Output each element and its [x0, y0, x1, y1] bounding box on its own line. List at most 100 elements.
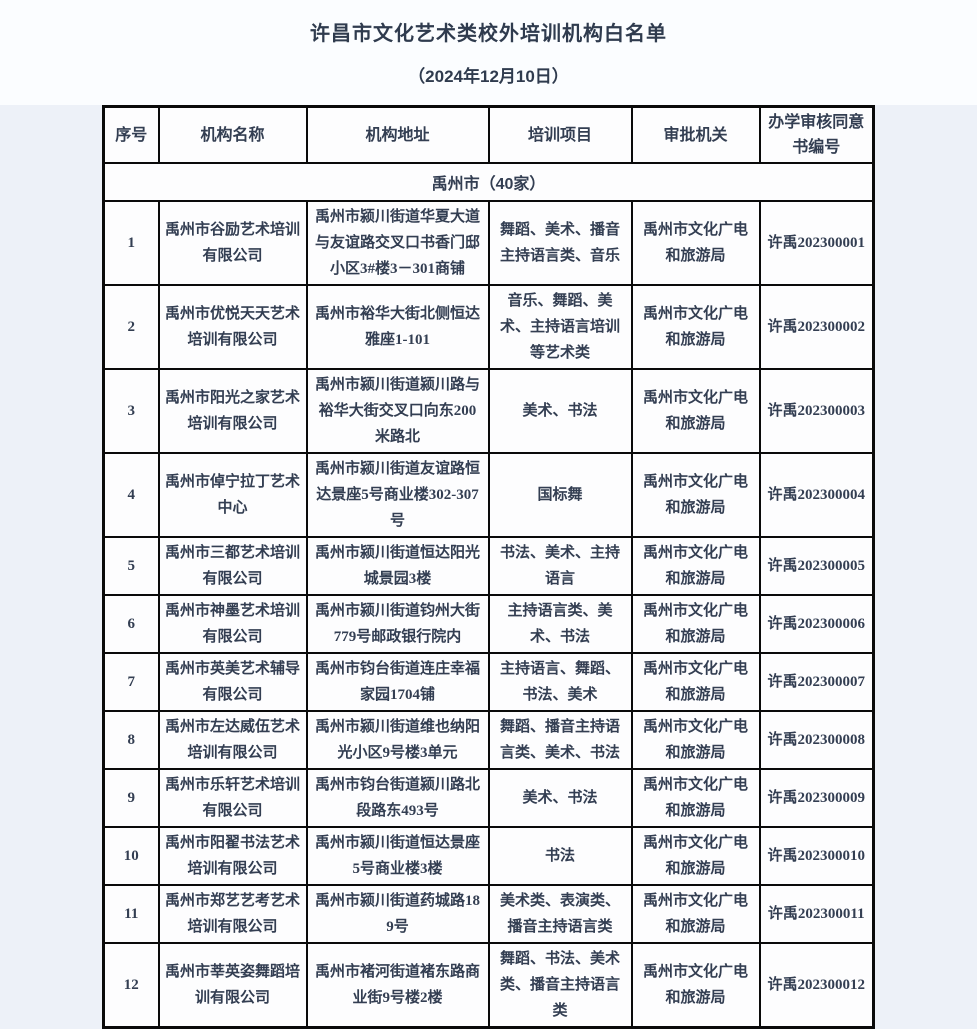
cell-authority: 禹州市文化广电和旅游局: [630, 884, 761, 944]
cell-address: 禹州市颍川街道友谊路恒达景座5号商业楼302-307号: [305, 452, 490, 538]
cell-address: 禹州市钧台街道颍川路北段路东493号: [305, 768, 490, 828]
cell-name: 禹州市神墨艺术培训有限公司: [157, 594, 308, 654]
table-row: 5 禹州市三都艺术培训有限公司 禹州市颍川街道恒达阳光城景园3楼 书法、美术、主…: [102, 536, 875, 596]
cell-authority: 禹州市文化广电和旅游局: [630, 710, 761, 770]
col-header-license: 办学审核同意书编号: [758, 105, 875, 164]
cell-address: 禹州市颍川街道维也纳阳光小区9号楼3单元: [305, 710, 490, 770]
cell-license: 许禹202300005: [758, 536, 875, 596]
cell-authority: 禹州市文化广电和旅游局: [630, 826, 761, 886]
col-header-address: 机构地址: [305, 105, 490, 164]
cell-programs: 美术、书法: [487, 368, 633, 454]
header-row: 序号 机构名称 机构地址 培训项目 审批机关 办学审核同意书编号: [102, 105, 875, 164]
cell-name: 禹州市阳翟书法艺术培训有限公司: [157, 826, 308, 886]
cell-authority: 禹州市文化广电和旅游局: [630, 284, 761, 370]
cell-name: 禹州市谷励艺术培训有限公司: [157, 200, 308, 286]
cell-programs: 主持语言类、美术、书法: [487, 594, 633, 654]
cell-authority: 禹州市文化广电和旅游局: [630, 768, 761, 828]
table-row: 12 禹州市莘英姿舞蹈培训有限公司 禹州市褚河街道褚东路商业街9号楼2楼 舞蹈、…: [102, 942, 875, 1029]
cell-programs: 国标舞: [487, 452, 633, 538]
cell-address: 禹州市颍川街道恒达景座5号商业楼3楼: [305, 826, 490, 886]
cell-programs: 书法: [487, 826, 633, 886]
cell-name: 禹州市英美艺术辅导有限公司: [157, 652, 308, 712]
cell-seq: 1: [102, 200, 160, 286]
cell-seq: 4: [102, 452, 160, 538]
cell-programs: 舞蹈、书法、美术类、播音主持语言类: [487, 942, 633, 1029]
cell-authority: 禹州市文化广电和旅游局: [630, 594, 761, 654]
cell-name: 禹州市优悦天天艺术培训有限公司: [157, 284, 308, 370]
cell-address: 禹州市颍川街道药城路189号: [305, 884, 490, 944]
cell-license: 许禹202300009: [758, 768, 875, 828]
cell-address: 禹州市颍川街道颍川路与裕华大街交叉口向东200米路北: [305, 368, 490, 454]
table-row: 3 禹州市阳光之家艺术培训有限公司 禹州市颍川街道颍川路与裕华大街交叉口向东20…: [102, 368, 875, 454]
cell-license: 许禹202300011: [758, 884, 875, 944]
cell-address: 禹州市颍川街道钧州大街779号邮政银行院内: [305, 594, 490, 654]
cell-seq: 12: [102, 942, 160, 1029]
cell-name: 禹州市郑艺艺考艺术培训有限公司: [157, 884, 308, 944]
cell-license: 许禹202300007: [758, 652, 875, 712]
cell-seq: 11: [102, 884, 160, 944]
col-header-seq: 序号: [102, 105, 160, 164]
cell-programs: 舞蹈、播音主持语言类、美术、书法: [487, 710, 633, 770]
table-row: 9 禹州市乐轩艺术培训有限公司 禹州市钧台街道颍川路北段路东493号 美术、书法…: [102, 768, 875, 828]
cell-license: 许禹202300003: [758, 368, 875, 454]
cell-seq: 8: [102, 710, 160, 770]
cell-seq: 6: [102, 594, 160, 654]
cell-address: 禹州市颍川街道华夏大道与友谊路交叉口书香门邸小区3#楼3－301商铺: [305, 200, 490, 286]
cell-name: 禹州市莘英姿舞蹈培训有限公司: [157, 942, 308, 1029]
cell-license: 许禹202300012: [758, 942, 875, 1029]
cell-seq: 3: [102, 368, 160, 454]
table-row: 2 禹州市优悦天天艺术培训有限公司 禹州市裕华大街北侧恒达雅座1-101 音乐、…: [102, 284, 875, 370]
cell-authority: 禹州市文化广电和旅游局: [630, 942, 761, 1029]
cell-address: 禹州市褚河街道褚东路商业街9号楼2楼: [305, 942, 490, 1029]
cell-address: 禹州市颍川街道恒达阳光城景园3楼: [305, 536, 490, 596]
cell-license: 许禹202300004: [758, 452, 875, 538]
table-row: 7 禹州市英美艺术辅导有限公司 禹州市钧台街道连庄幸福家园1704铺 主持语言、…: [102, 652, 875, 712]
section-row: 禹州市（40家）: [102, 162, 875, 202]
whitelist-table: 序号 机构名称 机构地址 培训项目 审批机关 办学审核同意书编号 禹州市（40家…: [102, 105, 875, 1029]
cell-address: 禹州市钧台街道连庄幸福家园1704铺: [305, 652, 490, 712]
table-body: 1 禹州市谷励艺术培训有限公司 禹州市颍川街道华夏大道与友谊路交叉口书香门邸小区…: [102, 200, 875, 1029]
cell-license: 许禹202300002: [758, 284, 875, 370]
cell-authority: 禹州市文化广电和旅游局: [630, 200, 761, 286]
document-header: 许昌市文化艺术类校外培训机构白名单 （2024年12月10日）: [0, 0, 977, 105]
table-row: 8 禹州市左达威伍艺术培训有限公司 禹州市颍川街道维也纳阳光小区9号楼3单元 舞…: [102, 710, 875, 770]
cell-name: 禹州市乐轩艺术培训有限公司: [157, 768, 308, 828]
page-date: （2024年12月10日）: [408, 67, 569, 86]
section-header: 禹州市（40家）: [102, 162, 875, 202]
cell-authority: 禹州市文化广电和旅游局: [630, 652, 761, 712]
cell-license: 许禹202300001: [758, 200, 875, 286]
table-header: 序号 机构名称 机构地址 培训项目 审批机关 办学审核同意书编号: [102, 105, 875, 164]
cell-programs: 主持语言、舞蹈、书法、美术: [487, 652, 633, 712]
table-row: 6 禹州市神墨艺术培训有限公司 禹州市颍川街道钧州大街779号邮政银行院内 主持…: [102, 594, 875, 654]
cell-programs: 舞蹈、美术、播音主持语言类、音乐: [487, 200, 633, 286]
cell-programs: 美术类、表演类、播音主持语言类: [487, 884, 633, 944]
cell-programs: 书法、美术、主持语言: [487, 536, 633, 596]
cell-seq: 2: [102, 284, 160, 370]
cell-authority: 禹州市文化广电和旅游局: [630, 452, 761, 538]
cell-license: 许禹202300010: [758, 826, 875, 886]
table-row: 4 禹州市倬宁拉丁艺术中心 禹州市颍川街道友谊路恒达景座5号商业楼302-307…: [102, 452, 875, 538]
cell-programs: 音乐、舞蹈、美术、主持语言培训等艺术类: [487, 284, 633, 370]
cell-seq: 9: [102, 768, 160, 828]
cell-seq: 10: [102, 826, 160, 886]
cell-authority: 禹州市文化广电和旅游局: [630, 368, 761, 454]
table-row: 10 禹州市阳翟书法艺术培训有限公司 禹州市颍川街道恒达景座5号商业楼3楼 书法…: [102, 826, 875, 886]
table-row: 11 禹州市郑艺艺考艺术培训有限公司 禹州市颍川街道药城路189号 美术类、表演…: [102, 884, 875, 944]
cell-name: 禹州市三都艺术培训有限公司: [157, 536, 308, 596]
cell-name: 禹州市左达威伍艺术培训有限公司: [157, 710, 308, 770]
cell-authority: 禹州市文化广电和旅游局: [630, 536, 761, 596]
col-header-programs: 培训项目: [487, 105, 633, 164]
table-row: 1 禹州市谷励艺术培训有限公司 禹州市颍川街道华夏大道与友谊路交叉口书香门邸小区…: [102, 200, 875, 286]
cell-license: 许禹202300006: [758, 594, 875, 654]
cell-name: 禹州市阳光之家艺术培训有限公司: [157, 368, 308, 454]
cell-programs: 美术、书法: [487, 768, 633, 828]
cell-license: 许禹202300008: [758, 710, 875, 770]
col-header-authority: 审批机关: [630, 105, 761, 164]
col-header-name: 机构名称: [157, 105, 308, 164]
section-body: 禹州市（40家）: [102, 162, 875, 202]
page-title: 许昌市文化艺术类校外培训机构白名单: [310, 23, 667, 45]
cell-seq: 7: [102, 652, 160, 712]
cell-name: 禹州市倬宁拉丁艺术中心: [157, 452, 308, 538]
cell-seq: 5: [102, 536, 160, 596]
